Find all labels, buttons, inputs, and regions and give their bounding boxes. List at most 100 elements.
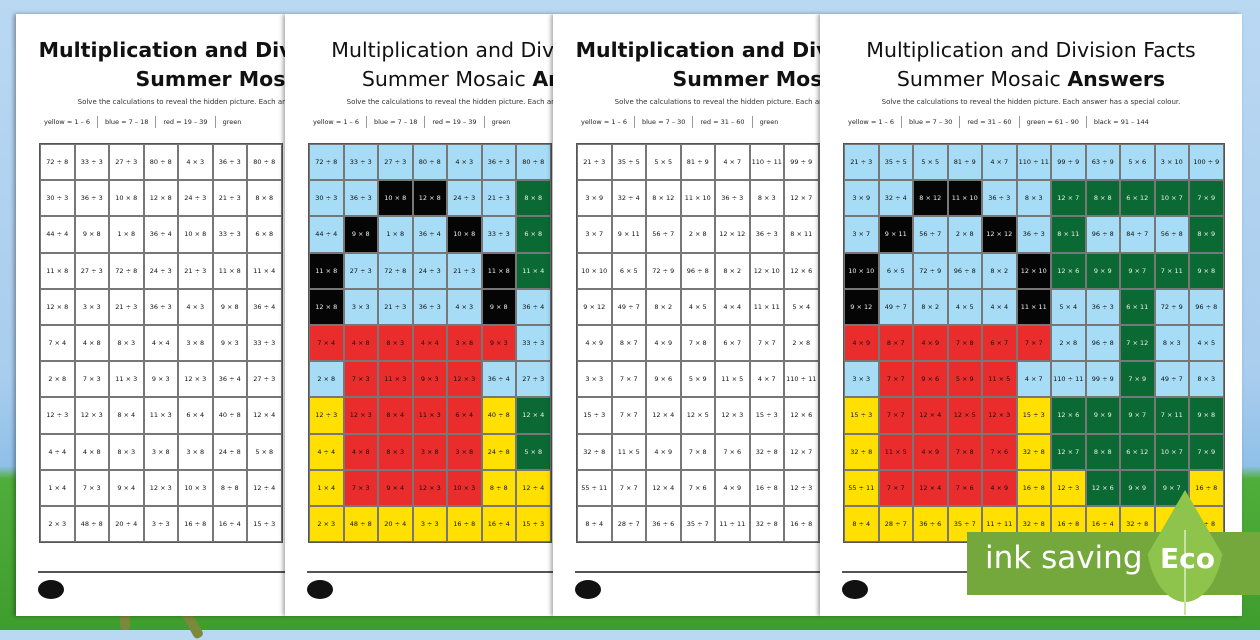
mosaic-cell: 10 × 8 <box>109 180 144 217</box>
colour-key-item: yellow = 1 – 6 <box>313 118 359 126</box>
mosaic-cell: 56 ÷ 7 <box>646 216 681 253</box>
mosaic-cell: 33 ÷ 3 <box>74 144 109 181</box>
mosaic-cell: 8 × 8 <box>247 180 282 217</box>
colour-key: yellow = 1 – 6 blue = 7 – 30 red = 31 – 60… <box>577 116 785 128</box>
mosaic-cell: 36 ÷ 4 <box>247 288 282 325</box>
colour-key-item: green <box>214 116 249 128</box>
mosaic-cell: 3 × 3 <box>844 361 879 398</box>
mosaic-cell: 11 × 3 <box>412 397 447 434</box>
mosaic-cell: 12 × 3 <box>178 361 213 398</box>
mosaic-cell: 6 × 8 <box>247 216 282 253</box>
mosaic-cell: 80 ÷ 8 <box>516 144 551 181</box>
mosaic-cell: 7 × 6 <box>680 469 715 506</box>
mosaic-cell: 24 ÷ 8 <box>481 433 516 470</box>
mosaic-cell: 8 × 7 <box>878 324 913 362</box>
mosaic-cell: 11 × 8 <box>481 252 516 289</box>
mosaic-cell: 72 ÷ 9 <box>646 252 681 289</box>
mosaic-cell: 12 × 8 <box>412 180 447 217</box>
title-line-1: Multiplication and Division Facts <box>866 38 1196 62</box>
mosaic-cell: 11 ÷ 11 <box>715 505 750 543</box>
mosaic-cell: 96 ÷ 8 <box>947 252 982 289</box>
mosaic-cell: 8 × 8 <box>1085 180 1120 217</box>
mosaic-cell: 6 × 8 <box>516 216 551 253</box>
mosaic-cell: 12 × 6 <box>818 469 820 506</box>
mosaic-cell: 8 × 2 <box>715 252 750 289</box>
mosaic-cell: 28 ÷ 7 <box>611 505 646 543</box>
mosaic-cell: 11 × 8 <box>212 252 247 289</box>
mosaic-cell: 35 ÷ 5 <box>611 144 646 181</box>
mosaic-cell: 9 × 6 <box>913 361 948 398</box>
mosaic-cell: 36 ÷ 3 <box>1085 288 1120 325</box>
mosaic-cell: 7 × 6 <box>982 433 1017 470</box>
mosaic-cell: 9 × 8 <box>74 216 109 253</box>
mosaic-cell: 9 × 9 <box>818 397 820 434</box>
mosaic-cell: 21 ÷ 3 <box>447 252 482 289</box>
mosaic-cell: 8 × 12 <box>646 180 681 217</box>
mosaic-cell: 9 × 3 <box>412 361 447 398</box>
mosaic-cell: 10 × 7 <box>1154 433 1189 470</box>
mosaic-cell: 30 ÷ 3 <box>309 180 344 217</box>
mosaic-cell: 7 × 8 <box>947 433 982 470</box>
mosaic-cell: 33 ÷ 3 <box>481 216 516 253</box>
mosaic-cell: 11 × 8 <box>40 252 75 289</box>
mosaic-cell: 24 ÷ 3 <box>143 252 178 289</box>
mosaic-cell: 11 × 8 <box>309 252 344 289</box>
title-line-1: Multiplication and Division Facts <box>38 38 285 62</box>
colour-key-item: red = 31 – 60 <box>692 116 751 128</box>
mosaic-cell: 8 × 4 <box>378 397 413 434</box>
mosaic-cell: 4 × 5 <box>947 288 982 325</box>
mosaic-cell: 6 × 11 <box>1120 288 1155 325</box>
page-content: Multiplication and Division Facts Summer… <box>16 14 285 616</box>
mosaic-cell: 4 × 9 <box>844 324 879 362</box>
mosaic-cell: 96 ÷ 8 <box>1085 216 1120 253</box>
mosaic-cell: 2 × 8 <box>947 216 982 253</box>
mosaic-cell: 16 ÷ 4 <box>818 505 820 543</box>
mosaic-cell: 99 ÷ 9 <box>784 144 819 181</box>
mosaic-cell: 49 ÷ 7 <box>611 288 646 325</box>
mosaic-cell: 12 × 10 <box>749 252 784 289</box>
mosaic-cell: 96 ÷ 8 <box>818 216 820 253</box>
mosaic-cell: 15 ÷ 3 <box>247 505 282 543</box>
mosaic-cell: 12 × 10 <box>1016 252 1051 289</box>
mosaic-cell: 4 × 8 <box>343 433 378 470</box>
mosaic-cell: 12 × 7 <box>1051 180 1086 217</box>
mosaic-cell: 12 × 4 <box>646 397 681 434</box>
mosaic-cell: 12 × 6 <box>784 397 819 434</box>
mosaic-cell: 6 × 5 <box>878 252 913 289</box>
title-answers: Answers <box>1067 67 1166 91</box>
mosaic-cell: 7 × 9 <box>1189 433 1224 470</box>
mosaic-cell: 7 × 4 <box>40 324 75 362</box>
mosaic-cell: 7 × 7 <box>611 361 646 398</box>
mosaic-cell: 1 × 8 <box>109 216 144 253</box>
mosaic-cell: 33 ÷ 3 <box>343 144 378 181</box>
worksheet-page: Multiplication and Division Facts Summer… <box>553 14 820 616</box>
page-title: Multiplication and Division Facts Summer… <box>553 36 820 94</box>
mosaic-cell: 12 ÷ 3 <box>784 469 819 506</box>
mosaic-cell: 11 × 4 <box>516 252 551 289</box>
colour-key-item: blue = 7 – 30 <box>633 116 692 128</box>
mosaic-cell: 8 × 11 <box>1051 216 1086 253</box>
mosaic-cell: 36 ÷ 3 <box>818 288 820 325</box>
mosaic-cell: 10 × 8 <box>378 180 413 217</box>
title-line-2: Summer Mosaic <box>553 65 820 94</box>
mosaic-cell: 7 × 8 <box>680 433 715 470</box>
colour-key: yellow = 1 – 6 blue = 7 – 30 red = 31 – 60… <box>844 116 1156 128</box>
mosaic-cell: 4 × 8 <box>343 324 378 362</box>
mosaic-cell: 9 × 8 <box>1189 397 1224 434</box>
mosaic-cell: 7 × 3 <box>74 469 109 506</box>
mosaic-cell: 4 × 4 <box>982 288 1017 325</box>
mosaic-cell: 8 × 3 <box>1016 180 1051 217</box>
mosaic-cell: 96 ÷ 8 <box>818 324 820 362</box>
mosaic-cell: 7 × 4 <box>309 324 344 362</box>
mosaic-cell: 8 ÷ 4 <box>844 505 879 543</box>
mosaic-cell: 3 × 3 <box>343 288 378 325</box>
footer-divider <box>307 571 553 573</box>
title-line-1: Multiplication and Division Facts <box>575 38 820 62</box>
mosaic-cell: 12 × 7 <box>1051 433 1086 470</box>
colour-key: yellow = 1 – 6 blue = 7 – 18 red = 19 – 39… <box>40 116 248 128</box>
mosaic-cell: 12 × 6 <box>784 252 819 289</box>
mosaic-cell: 7 × 7 <box>611 469 646 506</box>
mosaic-cell: 96 ÷ 8 <box>680 252 715 289</box>
mosaic-cell: 9 × 7 <box>1120 252 1155 289</box>
mosaic-cell: 12 × 3 <box>447 361 482 398</box>
